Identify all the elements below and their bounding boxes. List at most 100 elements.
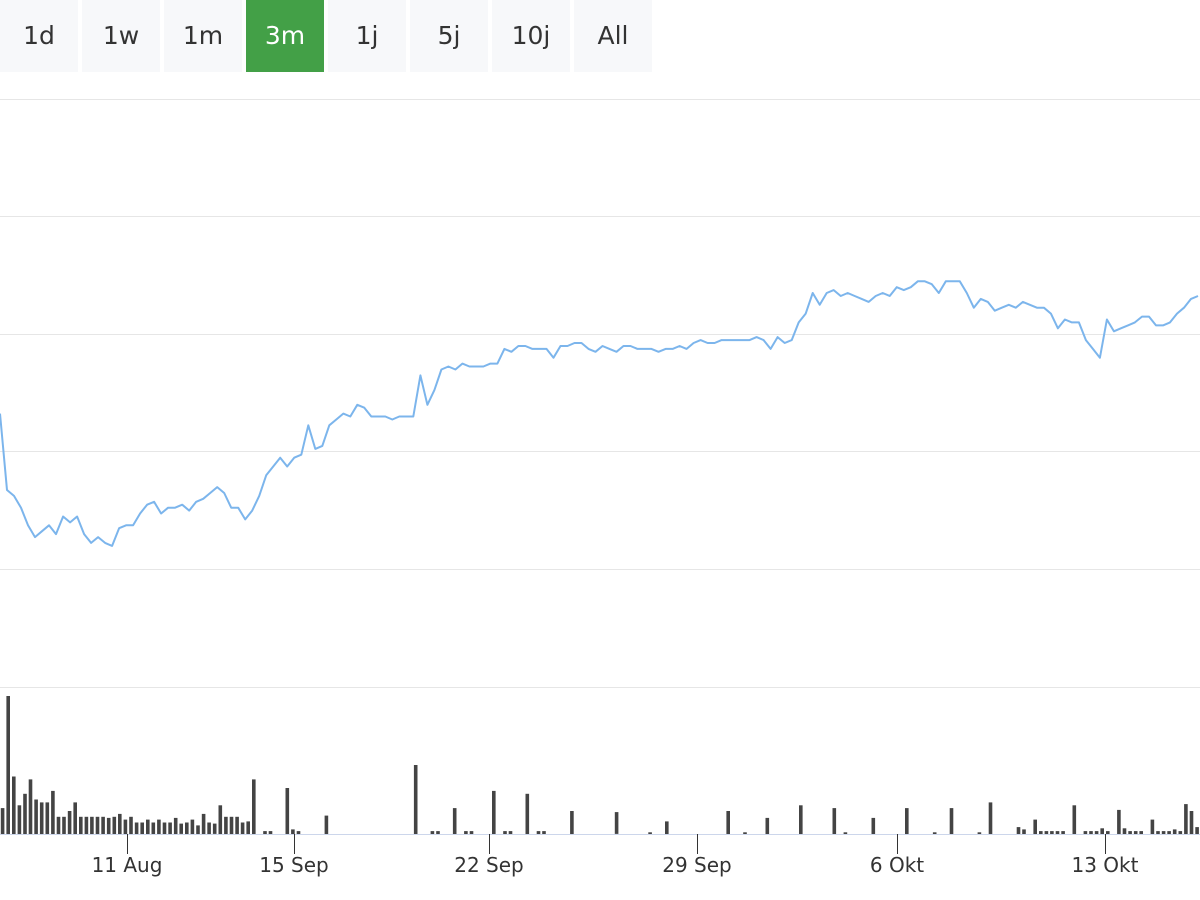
volume-bar <box>1195 827 1199 834</box>
x-tick-label: 15 Sep <box>259 853 329 877</box>
volume-bar <box>871 817 876 834</box>
volume-bar <box>570 811 574 834</box>
volume-bar <box>1022 829 1026 834</box>
volume-bar <box>799 805 803 835</box>
range-button-10j[interactable]: 10j <box>492 0 570 72</box>
volume-bar <box>12 776 16 834</box>
range-button-3m[interactable]: 3m <box>246 0 324 72</box>
volume-bar <box>1133 831 1138 834</box>
volume-bar <box>79 816 83 835</box>
volume-bars <box>0 696 1199 835</box>
volume-bar <box>1139 831 1143 834</box>
x-tick-label: 29 Sep <box>662 853 732 877</box>
volume-bar <box>436 831 440 834</box>
volume-bar <box>17 805 22 835</box>
volume-bar <box>185 822 189 834</box>
volume-bar <box>28 779 33 834</box>
volume-bar <box>1050 831 1054 834</box>
volume-bar <box>464 831 468 834</box>
volume-bar <box>73 802 77 834</box>
volume-bar <box>268 831 273 834</box>
volume-bar <box>469 831 474 834</box>
range-button-5j[interactable]: 5j <box>410 0 488 72</box>
volume-bar <box>95 816 100 835</box>
volume-bar <box>1156 831 1160 834</box>
volume-bar <box>542 831 546 834</box>
volume-bar <box>285 788 290 834</box>
volume-bar <box>1117 809 1121 834</box>
volume-bar <box>140 822 144 834</box>
x-tick-label: 13 Okt <box>1072 853 1139 877</box>
volume-bar <box>39 802 44 834</box>
range-button-1m[interactable]: 1m <box>164 0 242 72</box>
volume-bar <box>1184 804 1188 834</box>
stock-chart[interactable]: 11 Aug 15 Sep 22 Sep 29 Sep 6 Okt 13 Okt <box>0 80 1200 900</box>
volume-bar <box>67 811 72 834</box>
volume-bar <box>503 831 507 834</box>
volume-bar <box>1100 828 1104 835</box>
volume-bar <box>1161 831 1166 834</box>
price-line <box>0 280 1199 547</box>
range-button-1d[interactable]: 1d <box>0 0 78 72</box>
range-selector: 1d 1w 1m 3m 1j 5j 10j All <box>0 0 652 72</box>
volume-bar <box>413 765 418 834</box>
volume-bar <box>101 816 105 835</box>
volume-bar <box>648 832 652 834</box>
volume-bar <box>51 790 55 834</box>
range-button-all[interactable]: All <box>574 0 652 72</box>
volume-bar <box>90 816 94 835</box>
volume-bar <box>977 832 982 834</box>
volume-bar <box>123 819 128 834</box>
volume-bar <box>1083 831 1088 834</box>
volume-bar <box>84 816 89 835</box>
volume-bar <box>252 779 256 834</box>
volume-bar <box>1044 831 1049 834</box>
x-tick-label: 22 Sep <box>454 853 524 877</box>
volume-bar <box>536 831 541 834</box>
volume-bar <box>525 793 530 835</box>
volume-bar <box>743 832 747 834</box>
range-button-1j[interactable]: 1j <box>328 0 406 72</box>
volume-bar <box>6 696 10 834</box>
volume-bar <box>45 802 50 834</box>
x-tick-label: 6 Okt <box>870 853 924 877</box>
volume-bar <box>196 825 200 834</box>
volume-bar <box>1061 831 1065 834</box>
volume-bar <box>1106 831 1110 834</box>
volume-bar <box>765 817 770 834</box>
volume-bar <box>726 811 730 834</box>
volume-bar <box>1072 805 1077 835</box>
volume-bar <box>905 808 909 834</box>
volume-bar <box>190 819 195 834</box>
volume-bar <box>118 813 122 834</box>
range-button-1w[interactable]: 1w <box>82 0 160 72</box>
volume-bar <box>229 816 234 835</box>
volume-bar <box>218 805 223 835</box>
volume-bar <box>157 819 161 834</box>
volume-bar <box>1150 819 1155 834</box>
volume-bar <box>56 816 61 835</box>
volume-bar <box>246 821 250 834</box>
grid-lines <box>0 99 1200 688</box>
volume-bar <box>296 831 301 834</box>
volume-bar <box>1033 819 1037 834</box>
volume-bar <box>23 793 27 835</box>
x-tick-label: 11 Aug <box>92 853 163 877</box>
volume-bar <box>665 821 669 834</box>
volume-bar <box>146 819 150 834</box>
volume-bar <box>240 822 245 834</box>
volume-bar <box>492 790 496 834</box>
volume-bar <box>235 816 239 835</box>
volume-bar <box>224 816 228 835</box>
volume-bar <box>1039 831 1043 834</box>
volume-bar <box>173 817 178 834</box>
volume-bar <box>134 822 139 834</box>
volume-bar <box>508 831 513 834</box>
volume-bar <box>452 808 457 834</box>
volume-bar <box>1178 831 1183 834</box>
volume-bar <box>324 815 329 834</box>
volume-bar <box>843 832 848 834</box>
volume-bar <box>162 822 167 834</box>
volume-bar <box>207 822 211 834</box>
volume-bar <box>112 816 117 835</box>
